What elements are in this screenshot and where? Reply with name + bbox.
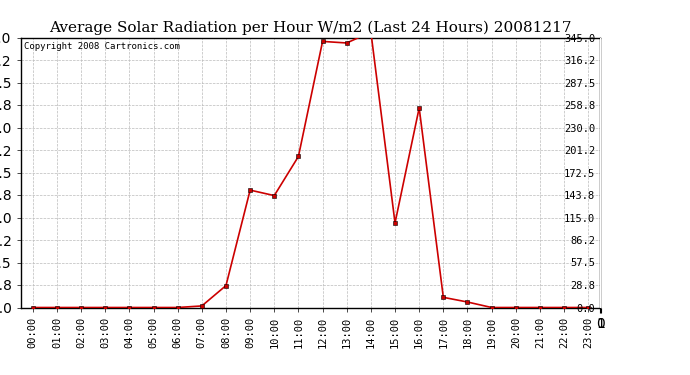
Title: Average Solar Radiation per Hour W/m2 (Last 24 Hours) 20081217: Average Solar Radiation per Hour W/m2 (L…	[49, 21, 572, 35]
Text: Copyright 2008 Cartronics.com: Copyright 2008 Cartronics.com	[23, 42, 179, 51]
